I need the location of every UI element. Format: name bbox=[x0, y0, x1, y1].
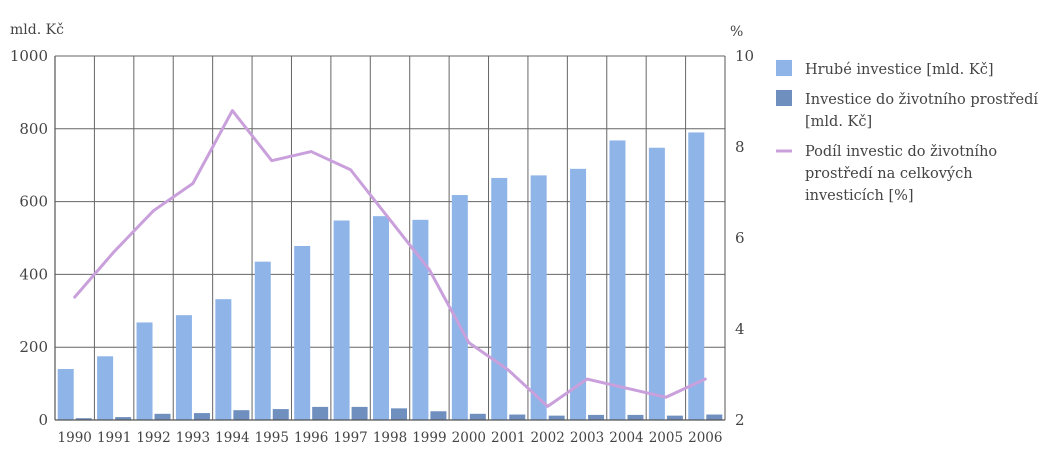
bars bbox=[57, 132, 723, 420]
y-left-tick-label: 400 bbox=[19, 265, 48, 283]
bar-environment-investment bbox=[312, 406, 329, 420]
y-right-tick-label: 4 bbox=[735, 320, 745, 338]
legend: Hrubé investice [mld. Kč] Investice do ž… bbox=[776, 60, 1038, 204]
legend-swatch-gross-investment bbox=[776, 60, 792, 76]
bar-environment-investment bbox=[115, 417, 132, 420]
grid bbox=[55, 55, 725, 420]
right-axis-unit: % bbox=[730, 24, 743, 40]
axes bbox=[54, 56, 726, 421]
x-tick-label: 1993 bbox=[176, 430, 210, 446]
bar-gross-investment bbox=[609, 140, 626, 420]
line-environment-share bbox=[73, 109, 707, 408]
line-series bbox=[73, 109, 707, 408]
legend-label-environment-share: Podíl investic do životního prostředí na … bbox=[805, 144, 997, 204]
bar-gross-investment bbox=[175, 315, 192, 420]
legend-label-gross-investment: Hrubé investice [mld. Kč] bbox=[805, 62, 994, 78]
legend-swatch-environment-investment bbox=[776, 90, 792, 106]
x-tick-label: 1996 bbox=[294, 430, 328, 446]
bar-environment-investment bbox=[154, 413, 171, 420]
x-tick-label: 1992 bbox=[136, 430, 170, 446]
y-left-tick-label: 0 bbox=[38, 411, 48, 429]
x-tick-label: 1997 bbox=[333, 430, 367, 446]
bar-gross-investment bbox=[294, 246, 311, 420]
bar-gross-investment bbox=[451, 195, 468, 420]
left-axis-unit: mld. Kč bbox=[10, 22, 64, 38]
bar-environment-investment bbox=[351, 406, 368, 420]
bar-gross-investment bbox=[254, 261, 271, 420]
bar-environment-investment bbox=[666, 415, 683, 420]
bar-gross-investment bbox=[570, 168, 587, 420]
y-left-tick-label: 600 bbox=[19, 193, 48, 211]
bar-environment-investment bbox=[548, 415, 565, 420]
bar-environment-investment bbox=[272, 409, 289, 420]
bar-environment-investment bbox=[391, 408, 407, 420]
bar-environment-investment bbox=[233, 410, 250, 420]
x-tick-label: 2004 bbox=[609, 430, 643, 446]
bar-gross-investment bbox=[136, 322, 153, 420]
y-left-tick-label: 1000 bbox=[10, 47, 48, 65]
x-tick-label: 1990 bbox=[58, 430, 92, 446]
legend-item-environment-investment: Investice do životního prostředí [mld. Kč… bbox=[776, 90, 1038, 130]
bar-environment-investment bbox=[430, 411, 447, 420]
x-tick-label: 2000 bbox=[452, 430, 486, 446]
y-right-tick-label: 2 bbox=[735, 411, 745, 429]
bar-environment-investment bbox=[706, 414, 723, 420]
y-left-tick-label: 800 bbox=[19, 120, 48, 138]
bar-gross-investment bbox=[688, 132, 705, 420]
x-tick-label: 2003 bbox=[570, 430, 604, 446]
legend-label-environment-investment: Investice do životního prostředí [mld. Kč… bbox=[805, 92, 1038, 130]
x-tick-label: 1991 bbox=[97, 430, 131, 446]
axis-labels: mld. Kč % 0 200 400 600 800 1000 2 4 6 8 10 1990 199… bbox=[10, 22, 754, 446]
bar-gross-investment bbox=[648, 147, 665, 420]
y-left-tick-label: 200 bbox=[19, 338, 48, 356]
bar-gross-investment bbox=[491, 177, 508, 420]
legend-item-environment-share: Podíl investic do životního prostředí na … bbox=[776, 144, 997, 204]
bar-environment-investment bbox=[509, 414, 526, 420]
legend-item-gross-investment: Hrubé investice [mld. Kč] bbox=[776, 60, 994, 78]
bar-gross-investment bbox=[215, 299, 232, 420]
x-tick-label: 2006 bbox=[688, 430, 722, 446]
y-right-tick-label: 8 bbox=[735, 138, 745, 156]
x-tick-label: 1994 bbox=[215, 430, 249, 446]
x-tick-label: 2005 bbox=[649, 430, 683, 446]
bar-gross-investment bbox=[57, 369, 74, 420]
x-tick-label: 1999 bbox=[412, 430, 446, 446]
bar-environment-investment bbox=[193, 413, 210, 420]
bar-gross-investment bbox=[333, 220, 350, 420]
bar-gross-investment bbox=[412, 219, 429, 420]
y-right-tick-label: 6 bbox=[735, 229, 745, 247]
bar-gross-investment bbox=[373, 216, 389, 420]
bar-gross-investment bbox=[530, 175, 547, 420]
bar-environment-investment bbox=[469, 413, 486, 420]
x-tick-label: 2001 bbox=[491, 430, 525, 446]
bar-environment-investment bbox=[588, 414, 605, 420]
bar-environment-investment bbox=[75, 418, 92, 420]
bar-gross-investment bbox=[97, 356, 114, 420]
x-tick-label: 1998 bbox=[373, 430, 407, 446]
x-tick-label: 2002 bbox=[530, 430, 564, 446]
x-tick-label: 1995 bbox=[255, 430, 289, 446]
bar-environment-investment bbox=[627, 414, 644, 420]
y-right-tick-label: 10 bbox=[735, 47, 754, 65]
